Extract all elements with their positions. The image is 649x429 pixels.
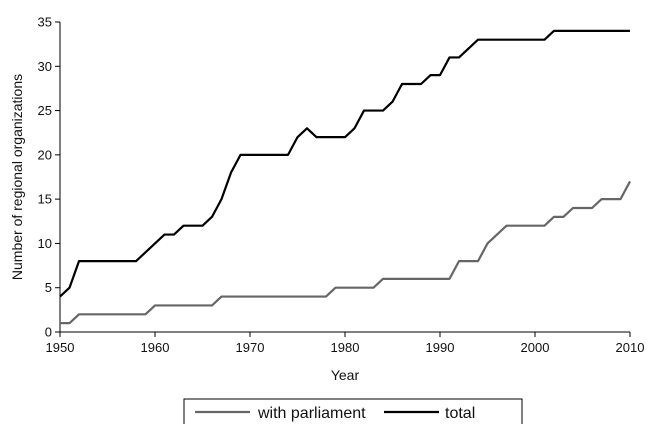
y-axis-title: Number of regional organizations xyxy=(9,74,25,280)
legend-label: with parliament xyxy=(257,405,366,422)
x-tick-label: 2010 xyxy=(616,340,645,355)
x-tick-label: 1960 xyxy=(141,340,170,355)
axes: 1950 1960 1970 1980 1990 2000 2010 0 5 10 15 20 25 30… xyxy=(38,15,645,356)
y-tick-label: 25 xyxy=(38,103,52,118)
y-tick-label: 15 xyxy=(38,192,52,207)
y-tick-label: 20 xyxy=(38,147,52,162)
series-line-1 xyxy=(59,29,630,298)
y-tick-label: 35 xyxy=(38,15,52,30)
series-lines xyxy=(59,29,631,325)
x-tick-label: 1990 xyxy=(426,340,455,355)
x-tick-label: 1980 xyxy=(331,340,360,355)
y-tick-label: 10 xyxy=(38,236,52,251)
y-tick-label: 0 xyxy=(45,325,52,340)
series-line-0 xyxy=(60,180,631,325)
x-tick-label: 1950 xyxy=(46,340,75,355)
x-tick-label: 2000 xyxy=(521,340,550,355)
x-axis-title: Year xyxy=(331,367,360,383)
legend: with parliament total xyxy=(183,398,523,429)
x-tick-label: 1970 xyxy=(236,340,265,355)
y-tick-label: 30 xyxy=(38,59,52,74)
y-tick-label: 5 xyxy=(45,280,52,295)
legend-label: total xyxy=(445,405,475,422)
